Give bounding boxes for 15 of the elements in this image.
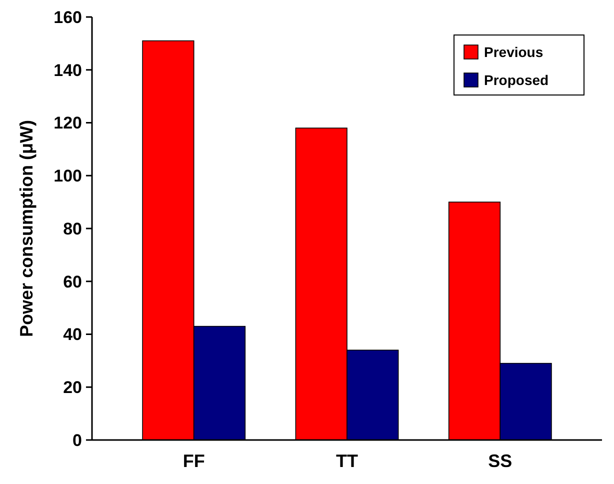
y-tick-label: 20 [63, 378, 82, 398]
x-tick-label: SS [488, 451, 512, 471]
y-tick-label: 60 [63, 272, 82, 292]
legend-label: Previous [484, 44, 544, 60]
y-axis-title: Power consumption (μW) [16, 120, 36, 338]
legend-label: Proposed [484, 72, 549, 88]
y-tick-label: 80 [63, 219, 82, 238]
y-tick-label: 120 [54, 114, 82, 133]
y-tick-label: 0 [72, 430, 82, 450]
y-tick-label: 160 [54, 8, 82, 27]
y-tick-label: 140 [54, 60, 82, 80]
x-tick-label: FF [182, 451, 205, 471]
x-tick-label: TT [336, 451, 358, 471]
y-tick-label: 100 [54, 166, 82, 186]
y-tick-label: 40 [63, 325, 82, 344]
